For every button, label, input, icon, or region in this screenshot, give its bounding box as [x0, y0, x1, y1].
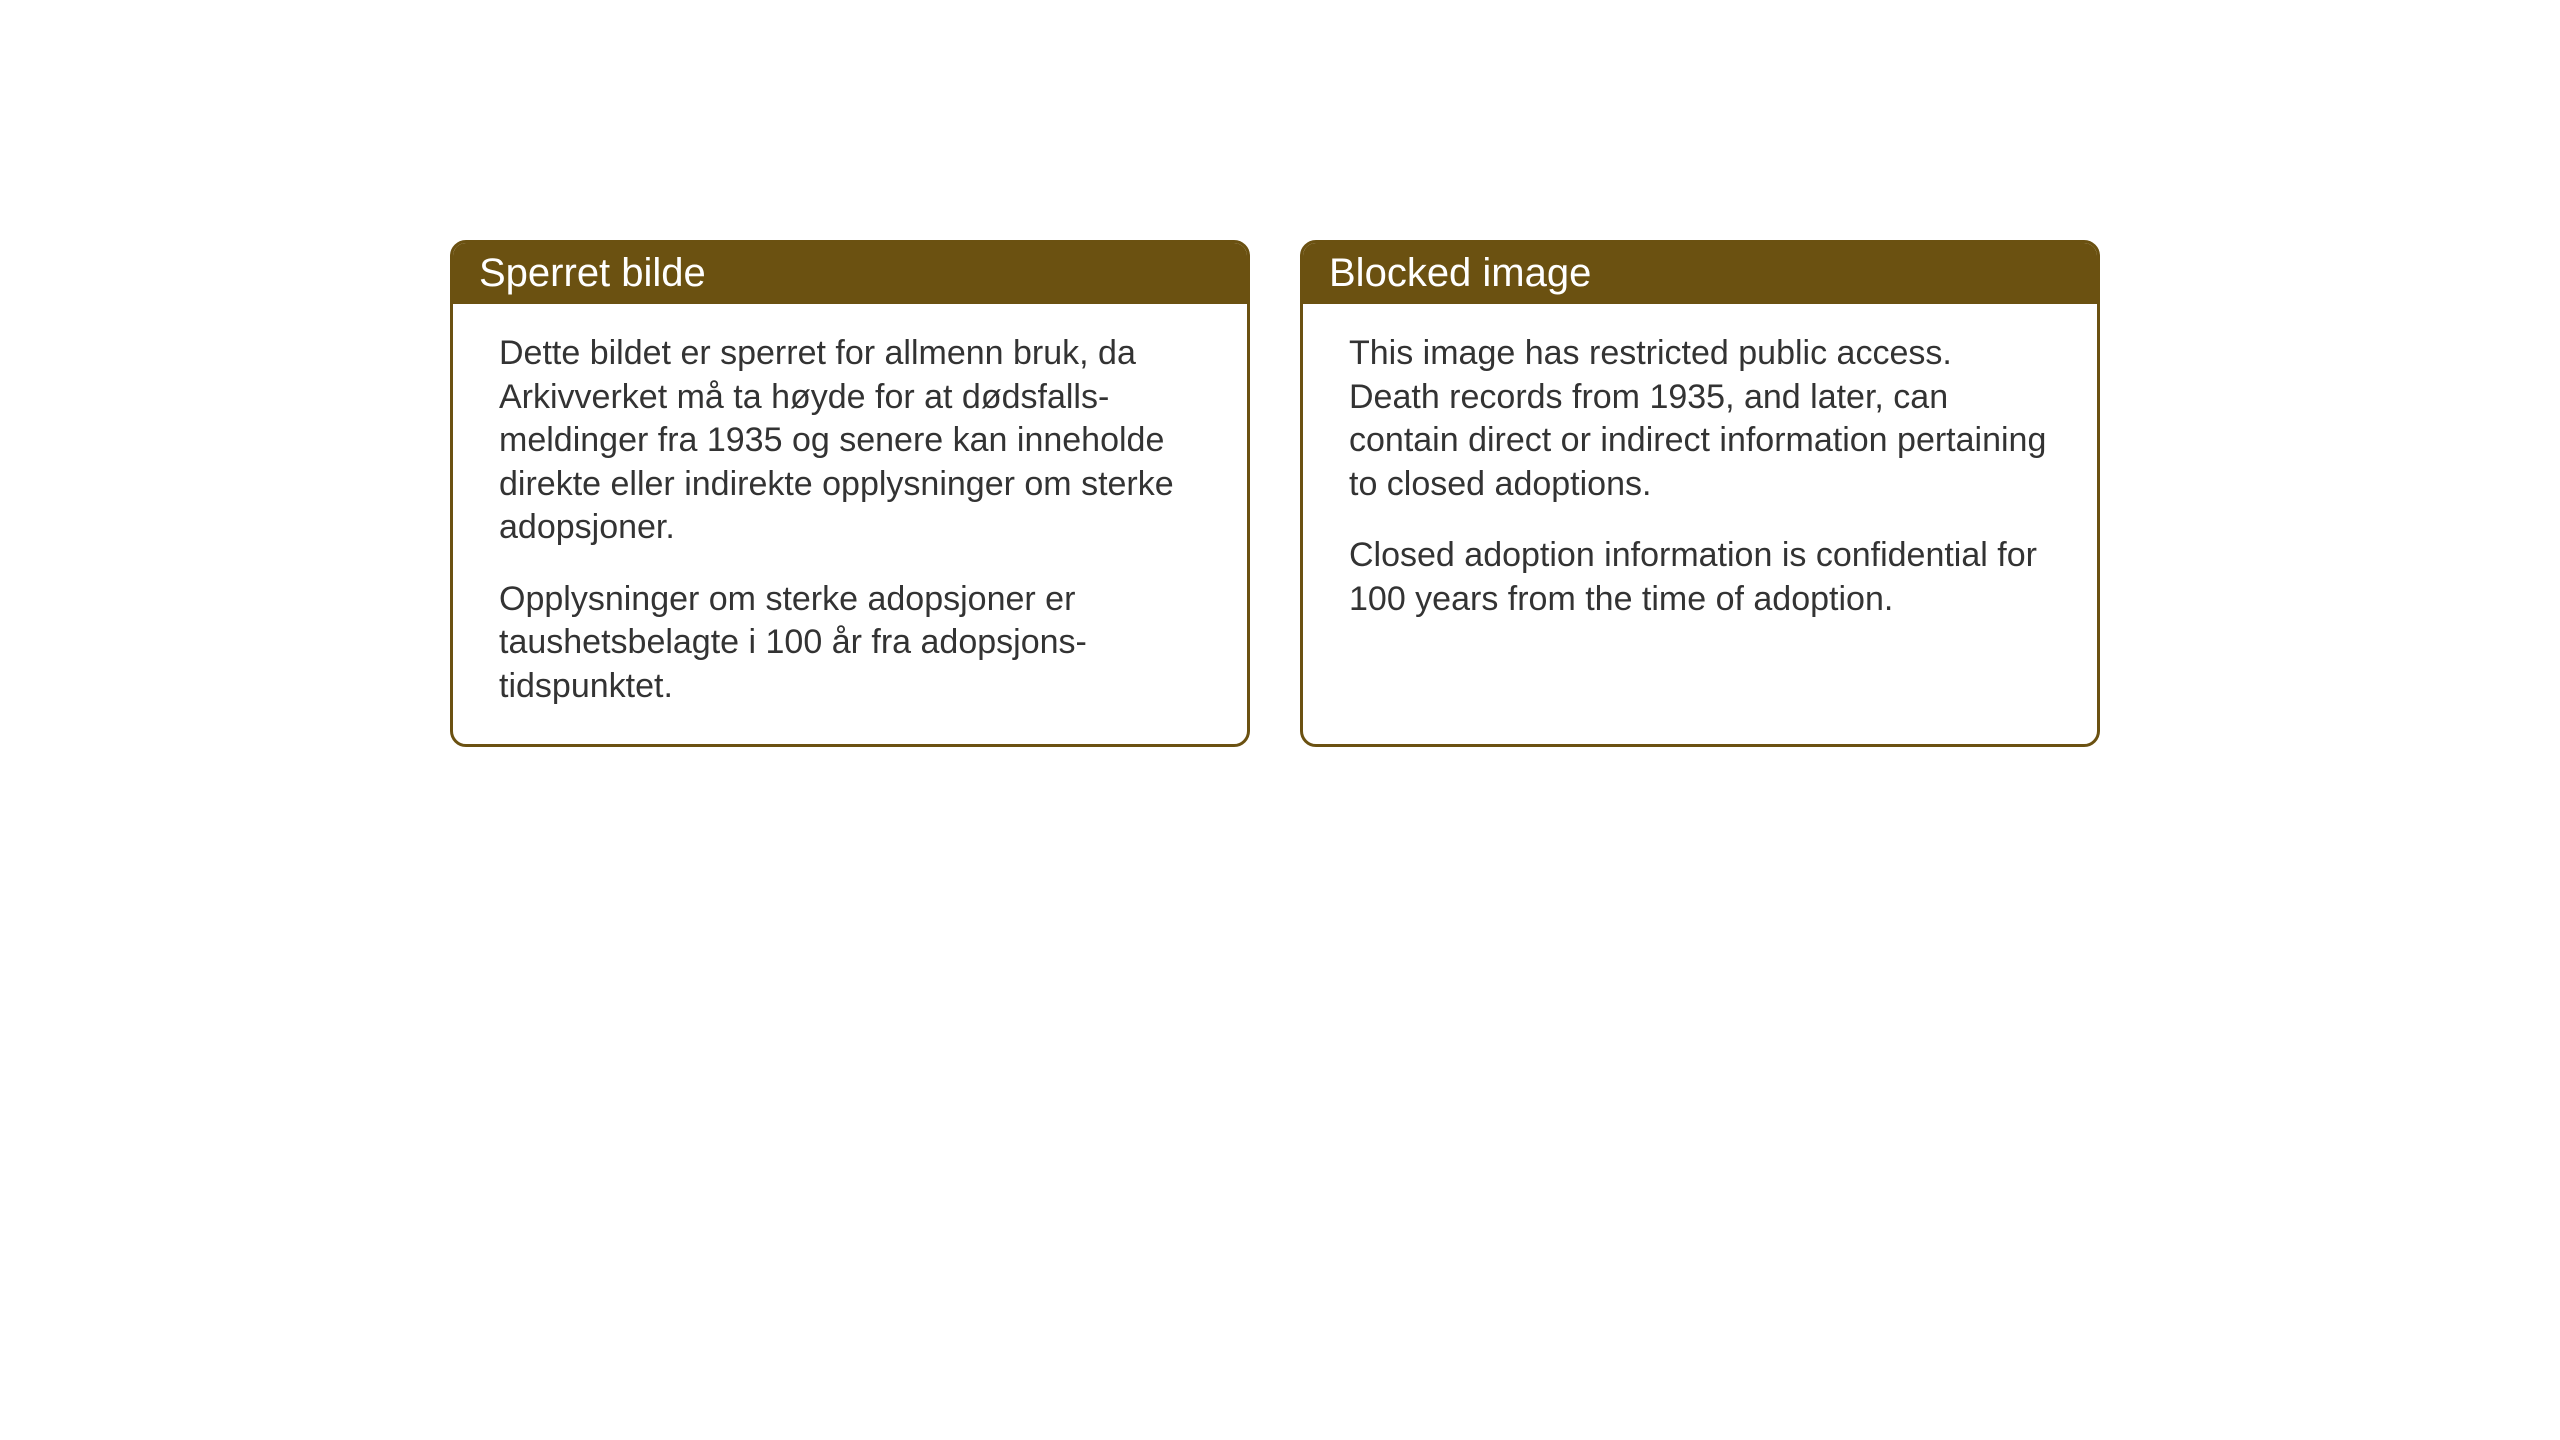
- english-paragraph-2: Closed adoption information is confident…: [1349, 534, 2051, 621]
- cards-container: Sperret bilde Dette bildet er sperret fo…: [450, 240, 2100, 747]
- english-card-body: This image has restricted public access.…: [1303, 304, 2097, 657]
- english-paragraph-1: This image has restricted public access.…: [1349, 332, 2051, 506]
- english-card-title: Blocked image: [1329, 251, 1591, 295]
- norwegian-card-title: Sperret bilde: [479, 251, 706, 295]
- norwegian-card-header: Sperret bilde: [453, 243, 1247, 304]
- english-card: Blocked image This image has restricted …: [1300, 240, 2100, 747]
- norwegian-paragraph-2: Opplysninger om sterke adopsjoner er tau…: [499, 578, 1201, 709]
- norwegian-card: Sperret bilde Dette bildet er sperret fo…: [450, 240, 1250, 747]
- english-card-header: Blocked image: [1303, 243, 2097, 304]
- norwegian-paragraph-1: Dette bildet er sperret for allmenn bruk…: [499, 332, 1201, 550]
- norwegian-card-body: Dette bildet er sperret for allmenn bruk…: [453, 304, 1247, 744]
